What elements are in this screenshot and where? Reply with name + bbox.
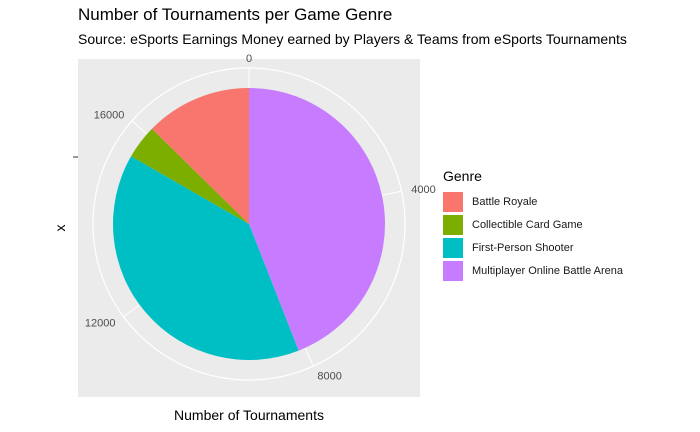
axis-tick-label: 4000 xyxy=(411,184,435,196)
x-axis-title: Number of Tournaments xyxy=(174,407,324,423)
legend-label: Multiplayer Online Battle Arena xyxy=(472,264,624,277)
legend-label: First-Person Shooter xyxy=(472,241,574,254)
legend-swatch xyxy=(443,237,463,258)
axis-tick-label: 0 xyxy=(246,53,252,65)
legend-item-battle-royale: Battle Royale xyxy=(443,190,623,213)
legend-item-moba: Multiplayer Online Battle Arena xyxy=(443,259,623,282)
axis-tick-label: 8000 xyxy=(317,370,341,382)
legend-swatch xyxy=(443,191,463,212)
axis-tick-label: 12000 xyxy=(85,318,116,330)
legend-label: Collectible Card Game xyxy=(472,218,583,231)
axis-tick-label: 16000 xyxy=(94,109,125,121)
legend-swatch xyxy=(443,214,463,235)
legend-label: Battle Royale xyxy=(472,195,538,208)
pie-slice-first-person-shooter xyxy=(113,156,299,361)
legend: Genre Battle Royale Collectible Card Gam… xyxy=(443,168,623,282)
legend-swatch xyxy=(443,260,463,281)
chart-title: Number of Tournaments per Game Genre xyxy=(78,5,393,24)
legend-title: Genre xyxy=(443,168,482,184)
legend-item-collectible-card-game: Collectible Card Game xyxy=(443,213,623,236)
slice-layer xyxy=(113,88,386,361)
legend-item-first-person-shooter: First-Person Shooter xyxy=(443,236,623,259)
tick-layer: 0 4000 8000 12000 16000 xyxy=(85,53,436,382)
pie-slice-battle-royale xyxy=(151,88,249,224)
chart-subtitle: Source: eSports Earnings Money earned by… xyxy=(78,31,627,47)
y-axis-title: x xyxy=(52,225,68,232)
pie-slice-multiplayer-online-battle-arena xyxy=(249,88,386,351)
pie-slice-collectible-card-game xyxy=(131,128,249,224)
